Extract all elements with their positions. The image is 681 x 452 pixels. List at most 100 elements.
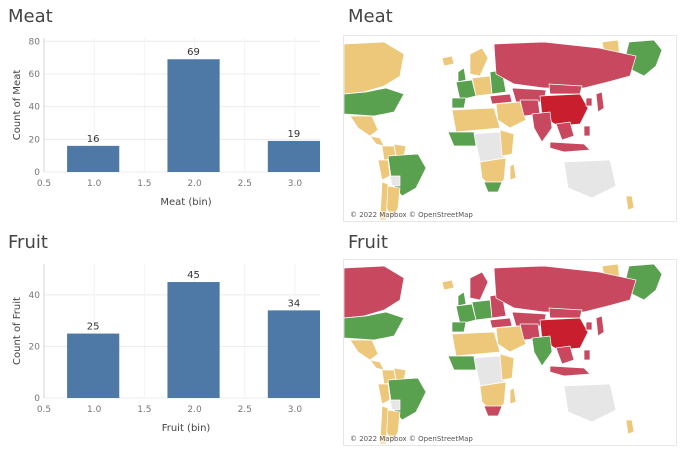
x-tick-label: 1.0 <box>87 179 102 189</box>
bar <box>67 333 120 398</box>
country-mexico <box>349 339 379 361</box>
country-bolivia <box>389 175 401 187</box>
x-tick-label: 3.0 <box>288 179 303 189</box>
y-axis-title: Count of Fruit <box>12 297 23 365</box>
country-scandinavia <box>469 271 489 301</box>
country-e-africa <box>499 129 515 157</box>
country-canada <box>344 41 405 95</box>
meat-map[interactable]: © 2022 Mapbox © OpenStreetMap <box>343 35 677 222</box>
country-madagascar <box>509 387 517 405</box>
y-tick-label: 0 <box>34 168 40 178</box>
country-chile <box>379 181 389 221</box>
country-peru <box>377 383 391 405</box>
country-c-africa <box>473 131 505 163</box>
fruit-map-attribution: © 2022 Mapbox © OpenStreetMap <box>348 435 475 443</box>
country-iceland <box>441 55 455 67</box>
country-venezuela <box>393 367 407 381</box>
data-label: 16 <box>87 134 100 145</box>
meat-map-attribution: © 2022 Mapbox © OpenStreetMap <box>348 211 475 219</box>
bar <box>167 59 220 172</box>
meat-chart-title: Meat <box>8 6 53 27</box>
fruit-map-title: Fruit <box>348 232 388 253</box>
country-w-africa <box>447 355 477 371</box>
y-tick-label: 20 <box>29 135 41 145</box>
x-axis-title: Meat (bin) <box>160 197 211 208</box>
x-tick-label: 2.5 <box>238 405 252 415</box>
country-japan <box>595 91 605 113</box>
country-usa <box>344 311 405 341</box>
country-middle-east <box>495 325 527 353</box>
country-se-asia <box>555 345 575 365</box>
data-label: 34 <box>288 298 301 309</box>
country-za <box>483 405 503 417</box>
country-mongolia <box>548 83 583 95</box>
country-peru <box>377 159 391 181</box>
country-w-africa <box>447 131 477 147</box>
country-india <box>531 335 553 367</box>
y-tick-label: 0 <box>34 394 40 404</box>
fruit-map[interactable]: © 2022 Mapbox © OpenStreetMap <box>343 259 677 446</box>
country-philippines <box>583 125 591 137</box>
x-tick-label: 3.0 <box>288 405 303 415</box>
country-mexico <box>349 115 379 137</box>
bar <box>267 140 320 172</box>
country-turkey <box>489 93 513 105</box>
country-n-africa <box>451 331 501 357</box>
meat-bar-chart: 0 20 40 60 80 0.5 1.0 1.5 2.0 2.5 3.0 16 69 19 Meat (b… <box>12 37 320 208</box>
fruit-bar-chart: 0 20 40 0.5 1.0 1.5 2.0 2.5 3.0 25 45 34 Fruit (bin)… <box>12 264 320 434</box>
country-usa <box>344 87 405 117</box>
country-c-europe <box>471 299 493 321</box>
x-tick-label: 1.0 <box>87 405 102 415</box>
country-canada <box>344 265 405 319</box>
country-venezuela <box>393 143 407 157</box>
x-tick-label: 0.5 <box>37 405 51 415</box>
country-chile <box>379 405 389 445</box>
country-central-am <box>369 135 385 147</box>
fruit-chart-title: Fruit <box>8 232 48 253</box>
country-philippines <box>583 349 591 361</box>
country-nz <box>625 195 635 211</box>
data-label: 19 <box>288 129 301 140</box>
bar <box>67 145 120 172</box>
country-indonesia <box>549 365 591 377</box>
country-scandinavia <box>469 47 489 77</box>
fruit-world-map[interactable] <box>344 260 676 445</box>
country-australia <box>563 383 617 423</box>
country-se-asia <box>555 121 575 141</box>
country-n-africa <box>451 107 501 133</box>
country-central-am <box>369 359 385 371</box>
country-japan <box>595 315 605 337</box>
country-australia <box>563 159 617 199</box>
country-bolivia <box>389 399 401 411</box>
data-label: 69 <box>187 47 200 58</box>
country-e-africa <box>499 353 515 381</box>
y-tick-label: 20 <box>29 342 41 352</box>
country-russia <box>493 265 637 313</box>
country-indonesia <box>549 141 591 153</box>
country-iceland <box>441 279 455 291</box>
meat-world-map[interactable] <box>344 36 676 221</box>
country-india <box>531 111 553 143</box>
data-label: 25 <box>87 322 100 333</box>
country-nz <box>625 419 635 435</box>
data-label: 45 <box>187 270 200 281</box>
country-iberia <box>451 321 467 333</box>
x-tick-label: 2.0 <box>187 405 202 415</box>
y-tick-label: 80 <box>29 37 41 47</box>
country-iberia <box>451 97 467 109</box>
y-axis-title: Count of Meat <box>12 70 23 141</box>
country-c-europe <box>471 75 493 97</box>
y-tick-label: 60 <box>29 70 41 80</box>
x-axis-title: Fruit (bin) <box>162 423 211 434</box>
x-tick-label: 2.5 <box>238 179 252 189</box>
bar <box>167 282 220 398</box>
country-c-africa <box>473 355 505 387</box>
x-tick-label: 1.5 <box>137 405 151 415</box>
x-tick-label: 2.0 <box>187 179 202 189</box>
y-tick-label: 40 <box>29 103 41 113</box>
meat-map-title: Meat <box>348 6 393 27</box>
country-russia <box>493 41 637 89</box>
country-uk <box>457 291 467 307</box>
x-tick-label: 1.5 <box>137 179 151 189</box>
country-mongolia <box>548 307 583 319</box>
